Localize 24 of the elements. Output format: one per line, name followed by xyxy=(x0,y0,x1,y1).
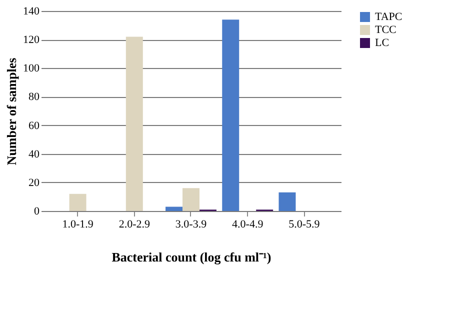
x-tick-label: 3.0-3.9 xyxy=(175,218,208,230)
y-tick-label: 60 xyxy=(28,120,40,132)
bar xyxy=(126,36,143,211)
y-tick-label: 100 xyxy=(23,62,40,75)
x-axis-title: Bacterial count (log cfu ml⁻¹) xyxy=(112,250,272,264)
y-axis-title: Number of samples xyxy=(4,58,19,166)
x-tick-label: 4.0-4.9 xyxy=(232,218,264,230)
y-tick-label: 40 xyxy=(28,148,40,160)
y-tick-label: 80 xyxy=(28,91,40,104)
y-tick-label: 0 xyxy=(34,206,40,218)
bar xyxy=(166,206,183,211)
bar xyxy=(222,20,240,211)
legend-label: LC xyxy=(375,37,390,49)
y-tick-label: 20 xyxy=(28,176,40,189)
bar xyxy=(182,188,200,211)
x-tick-label: 5.0-5.9 xyxy=(288,218,320,230)
y-tick-label: 140 xyxy=(23,6,40,18)
y-tick-label: 120 xyxy=(23,34,40,46)
legend-label: TCC xyxy=(375,24,396,36)
bar xyxy=(69,194,86,211)
x-tick-label: 2.0-2.9 xyxy=(118,218,150,230)
bar xyxy=(278,192,296,211)
legend-label: TAPC xyxy=(375,11,402,23)
x-tick-label: 1.0-1.9 xyxy=(62,218,94,230)
